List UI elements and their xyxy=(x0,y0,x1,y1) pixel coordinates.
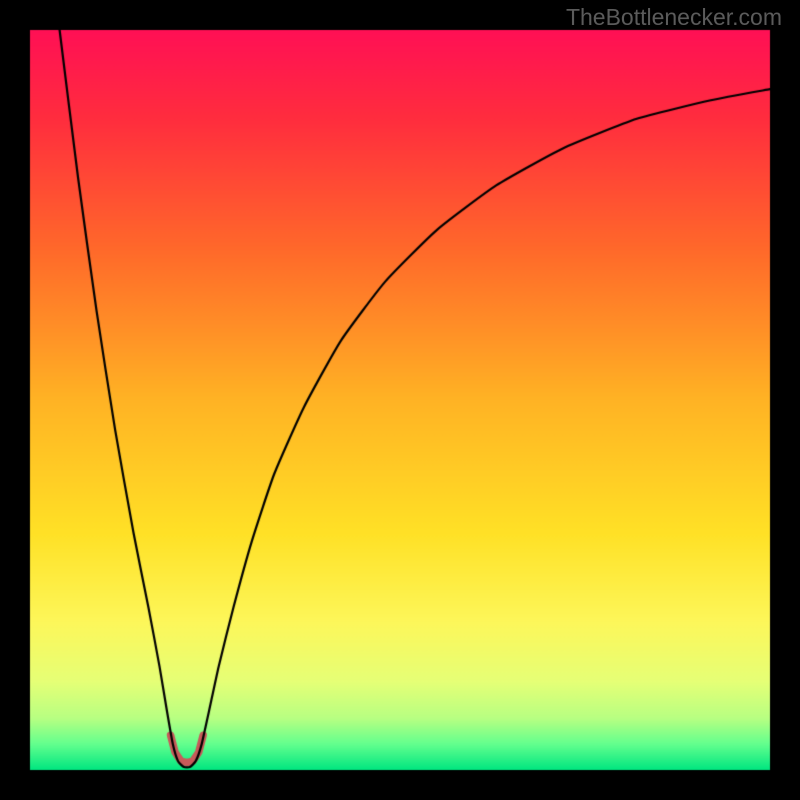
bottleneck-curve-chart xyxy=(0,0,800,800)
chart-stage: TheBottlenecker.com xyxy=(0,0,800,800)
watermark-label: TheBottlenecker.com xyxy=(566,4,782,31)
